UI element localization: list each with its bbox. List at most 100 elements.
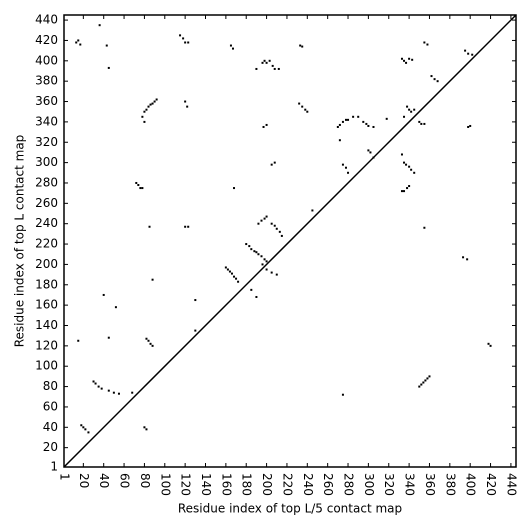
contact-point <box>230 272 233 275</box>
contact-point <box>187 225 190 228</box>
contact-point <box>273 161 276 164</box>
contact-point <box>423 226 426 229</box>
contact-point <box>265 215 268 218</box>
contact-point <box>344 118 347 121</box>
y-tick-label: 380 <box>35 74 58 88</box>
contact-point <box>141 187 144 190</box>
contact-point <box>77 339 80 342</box>
contact-point <box>84 428 87 431</box>
contact-point <box>145 428 148 431</box>
contact-point <box>423 41 426 44</box>
x-tick-label: 20 <box>77 473 91 488</box>
contact-point <box>410 110 413 113</box>
x-tick-label: 220 <box>280 473 294 496</box>
contact-point <box>235 277 238 280</box>
contact-point <box>277 67 280 70</box>
contact-point <box>179 34 182 37</box>
contact-point <box>148 225 151 228</box>
contact-point <box>408 185 411 188</box>
contact-point <box>255 295 258 298</box>
y-tick-label: 320 <box>35 135 58 149</box>
contact-point <box>187 41 190 44</box>
contact-point <box>408 57 411 60</box>
y-tick-label: 80 <box>43 379 58 393</box>
plot-frame <box>63 14 517 468</box>
contact-point <box>344 166 347 169</box>
y-tick-label: 280 <box>35 175 58 189</box>
contact-point <box>270 222 273 225</box>
contact-point <box>149 103 152 106</box>
contact-point <box>153 100 156 103</box>
contact-point <box>107 66 110 69</box>
contact-point <box>143 120 146 123</box>
contact-point <box>403 115 406 118</box>
contact-point <box>306 110 309 113</box>
x-tick-label: 60 <box>118 473 132 488</box>
contact-point <box>403 190 406 193</box>
x-tick-label: 440 <box>504 473 518 496</box>
contact-point <box>413 171 416 174</box>
contact-point <box>112 391 115 394</box>
x-axis-label: Residue index of top L/5 contact map <box>178 502 402 516</box>
contact-point <box>141 115 144 118</box>
contact-point <box>466 258 469 261</box>
y-tick-label: 260 <box>35 196 58 210</box>
contact-point <box>369 151 372 154</box>
contact-point <box>405 61 408 64</box>
y-tick-label: 360 <box>35 94 58 108</box>
y-tick-label: 340 <box>35 114 58 128</box>
contact-point <box>406 187 409 190</box>
contact-point <box>151 278 154 281</box>
x-tick-label: 340 <box>403 473 417 496</box>
contact-point <box>257 222 260 225</box>
contact-point <box>270 163 273 166</box>
y-tick-label: 120 <box>35 338 58 352</box>
contact-point <box>357 115 360 118</box>
contact-point <box>245 243 248 246</box>
contact-point <box>87 431 90 434</box>
contact-point <box>135 181 138 184</box>
contact-point <box>270 271 273 274</box>
y-tick-label: 100 <box>35 359 58 373</box>
contact-point <box>268 59 271 62</box>
x-tick-label: 200 <box>260 473 274 496</box>
contact-point <box>298 102 301 105</box>
contact-point <box>403 59 406 62</box>
contact-point <box>372 125 375 128</box>
contact-point <box>262 125 265 128</box>
x-tick-label: 420 <box>484 473 498 496</box>
contact-point <box>263 258 266 261</box>
contact-point <box>263 217 266 220</box>
contact-point <box>405 163 408 166</box>
y-tick-label: 1 <box>50 460 58 474</box>
contact-point <box>362 120 365 123</box>
contact-point <box>147 105 150 108</box>
contact-point <box>94 382 97 385</box>
contact-point <box>182 37 185 40</box>
contact-point <box>275 273 278 276</box>
contact-point <box>418 120 421 123</box>
contact-point <box>265 260 268 263</box>
x-tick-label: 80 <box>138 473 152 488</box>
contact-point <box>338 139 341 142</box>
contact-point <box>194 299 197 302</box>
contact-point <box>100 387 103 390</box>
contact-point <box>341 163 344 166</box>
y-tick-label: 400 <box>35 53 58 67</box>
contact-point <box>423 122 426 125</box>
contact-point <box>410 168 413 171</box>
x-tick-label: 400 <box>464 473 478 496</box>
contact-point <box>487 342 490 345</box>
x-tick-label: 300 <box>362 473 376 496</box>
contact-point <box>265 123 268 126</box>
y-tick-label: 220 <box>35 237 58 251</box>
contact-point <box>98 24 101 27</box>
x-tick-label: 120 <box>179 473 193 496</box>
contact-point <box>149 342 152 345</box>
contact-point <box>261 263 264 266</box>
contact-point <box>278 230 281 233</box>
contact-point <box>117 392 120 395</box>
x-tick-label: 260 <box>321 473 335 496</box>
contact-point <box>263 59 266 62</box>
